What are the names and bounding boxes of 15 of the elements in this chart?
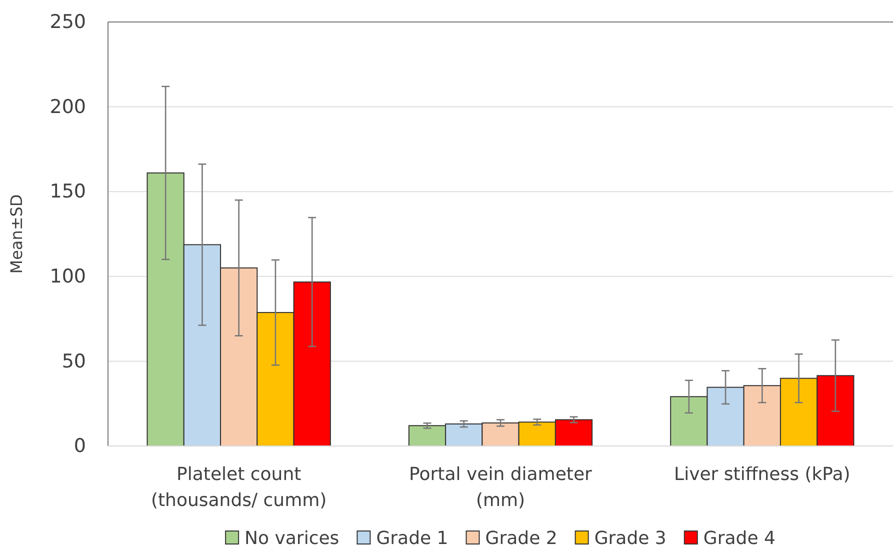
x-tick-label: Liver stiffness (kPa) bbox=[674, 464, 850, 485]
y-tick-label: 150 bbox=[50, 180, 86, 203]
legend-label: Grade 3 bbox=[594, 528, 666, 546]
x-tick-label: Platelet count (thousands/ cumm) bbox=[150, 464, 327, 511]
y-axis-title: Mean±SD bbox=[7, 194, 26, 274]
y-tick-label: 250 bbox=[50, 11, 86, 34]
y-tick-label: 200 bbox=[50, 96, 86, 118]
legend-label: Grade 1 bbox=[376, 528, 448, 546]
legend-label: Grade 4 bbox=[703, 528, 776, 546]
x-tick-label: Portal vein diameter (mm) bbox=[409, 464, 593, 511]
y-tick-label: 100 bbox=[50, 265, 86, 288]
legend-label: No varices bbox=[244, 528, 340, 546]
legend-label: Grade 2 bbox=[485, 528, 558, 546]
y-tick-label: 0 bbox=[74, 435, 86, 458]
y-tick-label: 50 bbox=[62, 350, 86, 372]
